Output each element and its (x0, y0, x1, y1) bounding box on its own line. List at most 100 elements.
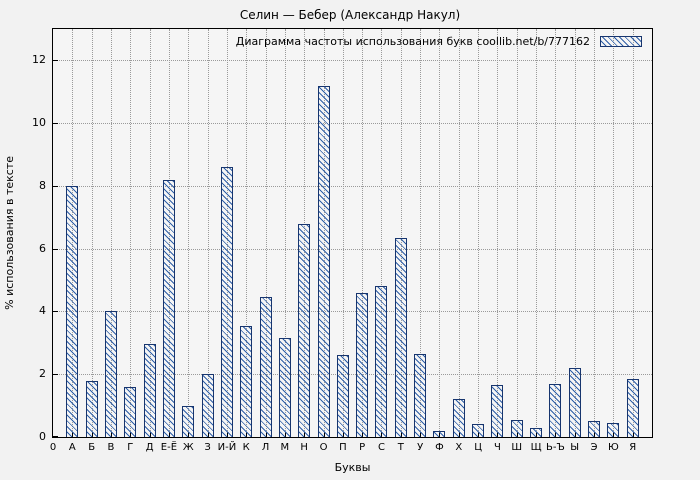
bar-И-Й (220, 167, 233, 437)
legend: Диаграмма частоты использования букв coo… (236, 35, 642, 48)
legend-label: Диаграмма частоты использования букв coo… (235, 35, 590, 48)
y-tick-mark (53, 436, 58, 437)
bar-С (375, 286, 388, 437)
gridline-vertical (130, 29, 132, 437)
x-tick-label: П (339, 442, 347, 453)
y-tick-mark (53, 185, 58, 187)
gridline-vertical (149, 29, 151, 437)
x-tick-label: М (280, 442, 290, 453)
bar-Д (143, 344, 156, 437)
gridline-vertical (613, 29, 615, 437)
bar-Ы (568, 367, 581, 437)
bar-Ь-Ъ (549, 383, 562, 437)
x-tick-label: Т (397, 442, 404, 453)
y-tick-label: 10 (32, 116, 46, 130)
bar-Л (259, 297, 272, 437)
bar-В (104, 311, 117, 437)
x-tick-label: С (377, 442, 385, 453)
plot-area: Диаграмма частоты использования букв coo… (52, 28, 653, 438)
bar-Я (626, 378, 639, 437)
gridline-vertical (188, 29, 190, 437)
x-axis-label: Буквы (334, 461, 371, 474)
x-tick-label: Ш (511, 442, 523, 453)
gridline-vertical (207, 29, 209, 437)
gridline-vertical (439, 29, 441, 437)
gridline-vertical (516, 29, 518, 437)
x-tick-label: Д (145, 442, 154, 453)
bar-Ф (433, 430, 446, 437)
x-tick-label: Ь-Ъ (545, 442, 565, 453)
gridline-horizontal (53, 123, 652, 125)
y-tick-label: 4 (39, 304, 46, 318)
gridline-vertical (478, 29, 480, 437)
x-tick-label: Ч (493, 442, 501, 453)
gridline-vertical (420, 29, 422, 437)
gridline-vertical (381, 29, 383, 437)
y-tick-label: 2 (39, 367, 46, 381)
gridline-vertical (246, 29, 248, 437)
y-tick-mark (53, 311, 58, 313)
bar-Э (588, 421, 601, 437)
bar-А (66, 185, 79, 437)
x-tick-label: О (319, 442, 328, 453)
x-tick-label: Ф (435, 442, 444, 453)
y-tick-label: 8 (39, 178, 46, 192)
x-tick-label: Ц (474, 442, 482, 453)
gridline-vertical (632, 29, 634, 437)
y-tick-label: 12 (32, 53, 46, 67)
bar-О (317, 85, 330, 437)
bar-Т (394, 237, 407, 437)
bar-К (240, 325, 253, 437)
x-tick-label: Л (261, 442, 270, 453)
gridline-vertical (594, 29, 596, 437)
x-tick-label: Ы (570, 442, 580, 453)
gridline-horizontal (53, 374, 652, 376)
bar-Е-Ё (162, 179, 175, 437)
y-tick-label: 6 (39, 241, 46, 255)
gridline-vertical (555, 29, 557, 437)
y-tick-mark (53, 248, 58, 250)
chart-title: Селин — Бебер (Александр Накул) (239, 8, 461, 22)
gridline-vertical (362, 29, 364, 437)
y-tick-label: 0 (39, 430, 46, 443)
y-tick-mark (53, 123, 58, 125)
x-tick-label: Е-Ё (160, 442, 178, 453)
gridline-vertical (497, 29, 499, 437)
gridline-horizontal (53, 248, 652, 250)
x-tick-label: Н (300, 442, 308, 453)
bar-Б (85, 380, 98, 437)
gridline-horizontal (53, 185, 652, 187)
x-tick-label: Р (359, 442, 366, 453)
x-tick-label: В (107, 442, 115, 453)
gridline-vertical (284, 29, 286, 437)
bar-Щ (530, 427, 543, 437)
bar-П (336, 355, 349, 437)
x-tick-label: Х (455, 442, 463, 453)
x-tick-label: А (68, 442, 76, 453)
bar-Н (298, 223, 311, 437)
gridline-horizontal (53, 60, 652, 62)
bar-У (414, 353, 427, 437)
gridline-horizontal (53, 311, 652, 313)
x-tick-label-origin: 0 (49, 442, 57, 453)
bar-Ш (510, 419, 523, 437)
x-tick-label: И-Й (217, 442, 237, 453)
x-tick-label: У (417, 442, 424, 453)
bar-Г (124, 386, 137, 437)
bar-Ю (607, 422, 620, 437)
gridline-vertical (400, 29, 402, 437)
x-tick-label: Щ (530, 442, 542, 453)
bar-М (278, 338, 291, 437)
gridline-vertical (458, 29, 460, 437)
x-tick-label: К (242, 442, 250, 453)
gridline-vertical (342, 29, 344, 437)
gridline-vertical (536, 29, 538, 437)
x-tick-label: З (204, 442, 211, 453)
gridline-vertical (265, 29, 267, 437)
gridline-vertical (110, 29, 112, 437)
gridline-vertical (574, 29, 576, 437)
x-tick-label: Г (127, 442, 134, 453)
bar-Ч (491, 385, 504, 437)
x-tick-label: Э (590, 442, 598, 453)
